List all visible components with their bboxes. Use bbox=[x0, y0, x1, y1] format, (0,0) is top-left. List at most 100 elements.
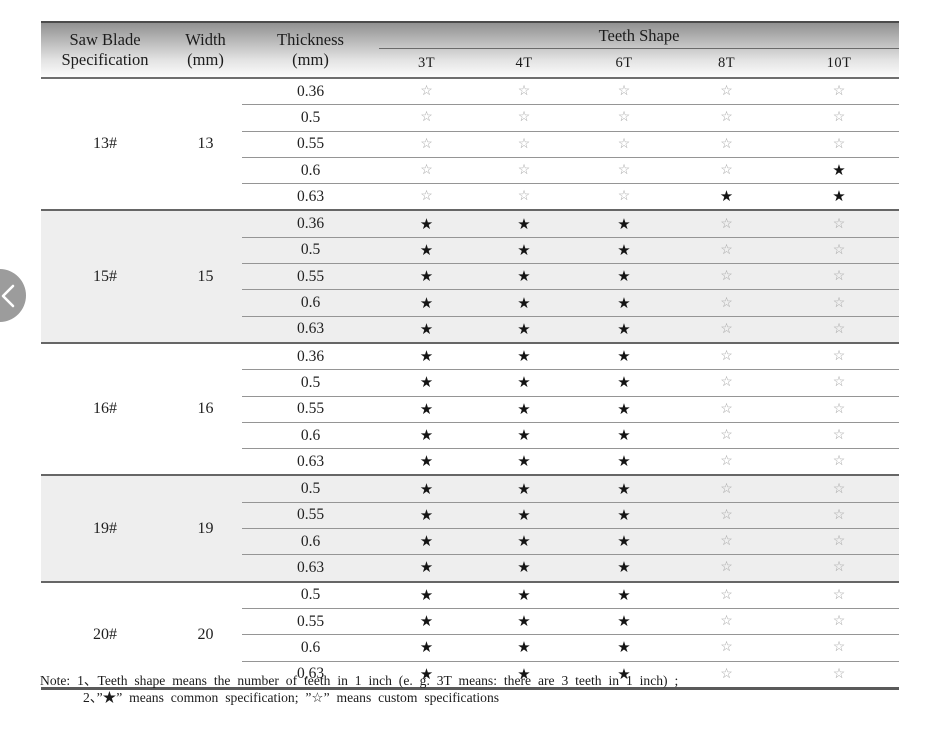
thickness-cell: 0.36 bbox=[242, 209, 379, 238]
outline-star-cell: ☆ bbox=[674, 104, 779, 132]
thickness-cell: 0.63 bbox=[242, 554, 379, 582]
outline-star-cell: ☆ bbox=[779, 315, 899, 343]
thickness-cell: 0.55 bbox=[242, 263, 379, 290]
filled-star-cell: ★ bbox=[379, 607, 474, 635]
filled-star-cell: ★ bbox=[379, 395, 474, 423]
filled-star-cell: ★ bbox=[474, 369, 574, 397]
col-header-4t: 4T bbox=[474, 48, 574, 80]
width-cell: 16 bbox=[169, 341, 242, 476]
col-header-spec: Saw Blade Specification bbox=[41, 22, 169, 79]
width-cell: 20 bbox=[169, 580, 242, 689]
filled-star-cell: ★ bbox=[379, 580, 474, 609]
outline-star-cell: ☆ bbox=[379, 183, 474, 211]
outline-star-cell: ☆ bbox=[779, 528, 899, 555]
table-row: 0.55 ★ ★ ★ ☆ ☆ bbox=[41, 501, 899, 529]
spec-cell: 15# bbox=[41, 209, 169, 343]
outline-star-cell: ☆ bbox=[674, 660, 779, 689]
outline-star-cell: ☆ bbox=[779, 341, 899, 370]
filled-star-cell: ★ bbox=[474, 607, 574, 635]
filled-star-cell: ★ bbox=[779, 183, 899, 211]
outline-star-cell: ☆ bbox=[674, 607, 779, 635]
col-header-8t: 8T bbox=[674, 48, 779, 80]
filled-star-cell: ★ bbox=[574, 634, 674, 662]
outline-star-cell: ☆ bbox=[674, 474, 779, 503]
outline-star-cell: ☆ bbox=[674, 315, 779, 343]
filled-star-cell: ★ bbox=[474, 209, 574, 238]
col-header-teeth-shape: Teeth Shape bbox=[379, 22, 899, 50]
thickness-cell: 0.55 bbox=[242, 395, 379, 423]
outline-star-cell: ☆ bbox=[474, 104, 574, 132]
thickness-cell: 0.63 bbox=[242, 660, 379, 689]
thickness-cell: 0.63 bbox=[242, 183, 379, 211]
thickness-cell: 0.6 bbox=[242, 528, 379, 555]
outline-star-cell: ☆ bbox=[674, 369, 779, 397]
table-row: 20# 20 0.5 ★ ★ ★ ☆ ☆ bbox=[41, 580, 899, 689]
filled-star-cell: ★ bbox=[574, 263, 674, 290]
outline-star-cell: ☆ bbox=[420, 84, 433, 100]
filled-star-cell: ★ bbox=[474, 660, 574, 689]
outline-star-cell: ☆ bbox=[574, 183, 674, 211]
table-row: 0.6 ★ ★ ★ ☆ ☆ bbox=[41, 421, 899, 449]
thickness-cell: 0.5 bbox=[242, 104, 379, 132]
table-row: 0.55 ★ ★ ★ ☆ ☆ bbox=[41, 395, 899, 423]
thickness-cell: 0.55 bbox=[242, 501, 379, 529]
outline-star-cell: ☆ bbox=[674, 130, 779, 158]
filled-star-cell: ★ bbox=[379, 660, 474, 689]
outline-star-cell: ☆ bbox=[574, 156, 674, 184]
filled-star-cell: ★ bbox=[474, 395, 574, 423]
filled-star-cell: ★ bbox=[379, 474, 474, 503]
filled-star-cell: ★ bbox=[474, 501, 574, 529]
col-header-thickness: Thickness (mm) bbox=[242, 22, 379, 79]
filled-star-cell: ★ bbox=[474, 528, 574, 555]
outline-star-cell: ☆ bbox=[674, 580, 779, 609]
filled-star-cell: ★ bbox=[574, 554, 674, 582]
table-row: 0.6 ★ ★ ★ ☆ ☆ bbox=[41, 634, 899, 662]
carousel-prev-button[interactable] bbox=[0, 269, 26, 322]
filled-star-cell: ★ bbox=[379, 421, 474, 449]
table-row: 0.55 ★ ★ ★ ☆ ☆ bbox=[41, 607, 899, 635]
filled-star-cell: ★ bbox=[474, 554, 574, 582]
filled-star-cell: ★ bbox=[474, 448, 574, 476]
filled-star-cell: ★ bbox=[379, 448, 474, 476]
outline-star-cell: ☆ bbox=[517, 84, 531, 100]
filled-star-cell: ★ bbox=[574, 289, 674, 317]
filled-star-cell: ★ bbox=[574, 209, 674, 238]
outline-star-cell: ☆ bbox=[674, 209, 779, 238]
outline-star-cell: ☆ bbox=[779, 289, 899, 317]
table-row: 0.5 ★ ★ ★ ☆ ☆ bbox=[41, 369, 899, 397]
table-row: 0.63 ★ ★ ★ ☆ ☆ bbox=[41, 315, 899, 343]
width-cell: 13 bbox=[197, 135, 214, 153]
filled-star-cell: ★ bbox=[574, 421, 674, 449]
filled-star-cell: ★ bbox=[474, 421, 574, 449]
filled-star-cell: ★ bbox=[474, 315, 574, 343]
table-row: 0.55 ★ ★ ★ ☆ ☆ bbox=[41, 263, 899, 290]
outline-star-cell: ☆ bbox=[779, 501, 899, 529]
outline-star-cell: ☆ bbox=[474, 183, 574, 211]
filled-star-cell: ★ bbox=[474, 341, 574, 370]
outline-star-cell: ☆ bbox=[674, 341, 779, 370]
filled-star-cell: ★ bbox=[379, 209, 474, 238]
thickness-cell: 0.55 bbox=[242, 130, 379, 158]
filled-star-cell: ★ bbox=[574, 341, 674, 370]
filled-star-cell: ★ bbox=[474, 634, 574, 662]
table-row: 0.5 ☆ ☆ ☆ ☆ ☆ bbox=[41, 104, 899, 132]
outline-star-cell: ☆ bbox=[674, 634, 779, 662]
table-row: 0.6 ★ ★ ★ ☆ ☆ bbox=[41, 528, 899, 555]
thickness-cell: 0.55 bbox=[242, 607, 379, 635]
filled-star-cell: ★ bbox=[574, 501, 674, 529]
thickness-cell: 0.6 bbox=[242, 634, 379, 662]
filled-star-cell: ★ bbox=[379, 289, 474, 317]
thickness-cell: 0.5 bbox=[242, 236, 379, 264]
table-row: 16# 16 0.36 ★ ★ ★ ☆ ☆ bbox=[41, 341, 899, 476]
outline-star-cell: ☆ bbox=[379, 156, 474, 184]
table-row: 0.63 ★ ★ ★ ☆ ☆ bbox=[41, 448, 899, 476]
outline-star-cell: ☆ bbox=[674, 528, 779, 555]
table-row: 0.63 ★ ★ ★ ☆ ☆ bbox=[41, 554, 899, 582]
thickness-cell: 0.5 bbox=[242, 369, 379, 397]
outline-star-cell: ☆ bbox=[674, 156, 779, 184]
spec-cell: 19# bbox=[41, 474, 169, 582]
outline-star-cell: ☆ bbox=[674, 448, 779, 476]
filled-star-cell: ★ bbox=[474, 474, 574, 503]
filled-star-cell: ★ bbox=[379, 554, 474, 582]
outline-star-cell: ☆ bbox=[779, 580, 899, 609]
